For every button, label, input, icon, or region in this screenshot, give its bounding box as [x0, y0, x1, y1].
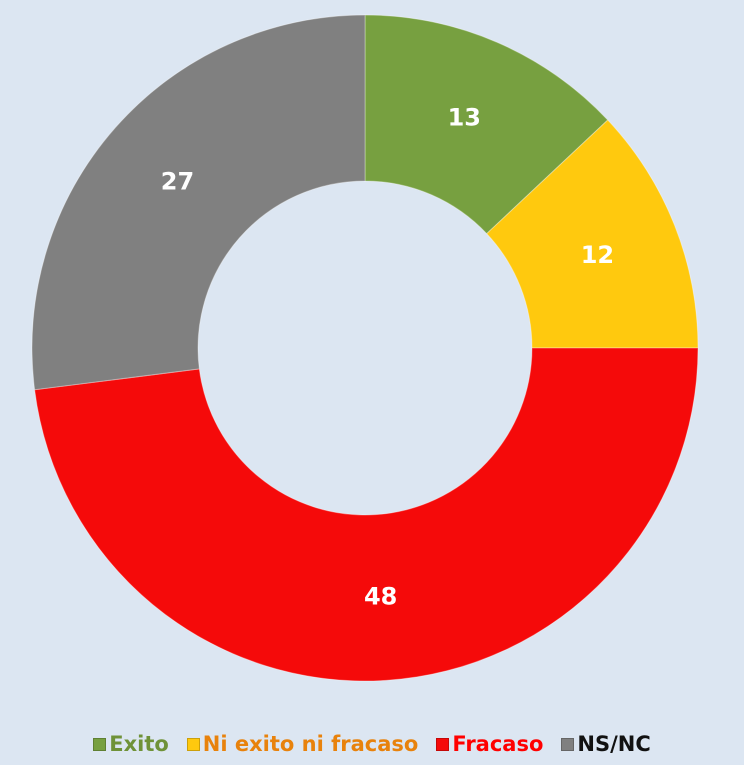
data-label: 27 [161, 168, 194, 196]
legend-swatch [93, 737, 107, 751]
legend-item: Ni exito ni fracaso [186, 732, 419, 756]
slice [31, 14, 366, 391]
data-label: 48 [364, 583, 397, 611]
slice [364, 14, 609, 235]
legend-label: Fracaso [452, 732, 544, 756]
data-label: 12 [581, 241, 614, 269]
slice [34, 347, 699, 682]
legend-label: Exito [109, 732, 169, 756]
legend-item: Fracaso [436, 732, 543, 756]
legend: Exito Ni exito ni fracaso Fracaso NS/NC [0, 732, 744, 756]
legend-label: Ni exito ni fracaso [202, 732, 419, 756]
data-label: 13 [448, 104, 481, 132]
legend-swatch [436, 737, 450, 751]
legend-swatch [186, 737, 200, 751]
legend-label: NS/NC [577, 732, 651, 756]
slice [486, 119, 699, 349]
legend-swatch [561, 737, 575, 751]
legend-item: NS/NC [561, 732, 651, 756]
chart: 13 12 48 27 [31, 14, 699, 682]
legend-item: Exito [93, 732, 169, 756]
